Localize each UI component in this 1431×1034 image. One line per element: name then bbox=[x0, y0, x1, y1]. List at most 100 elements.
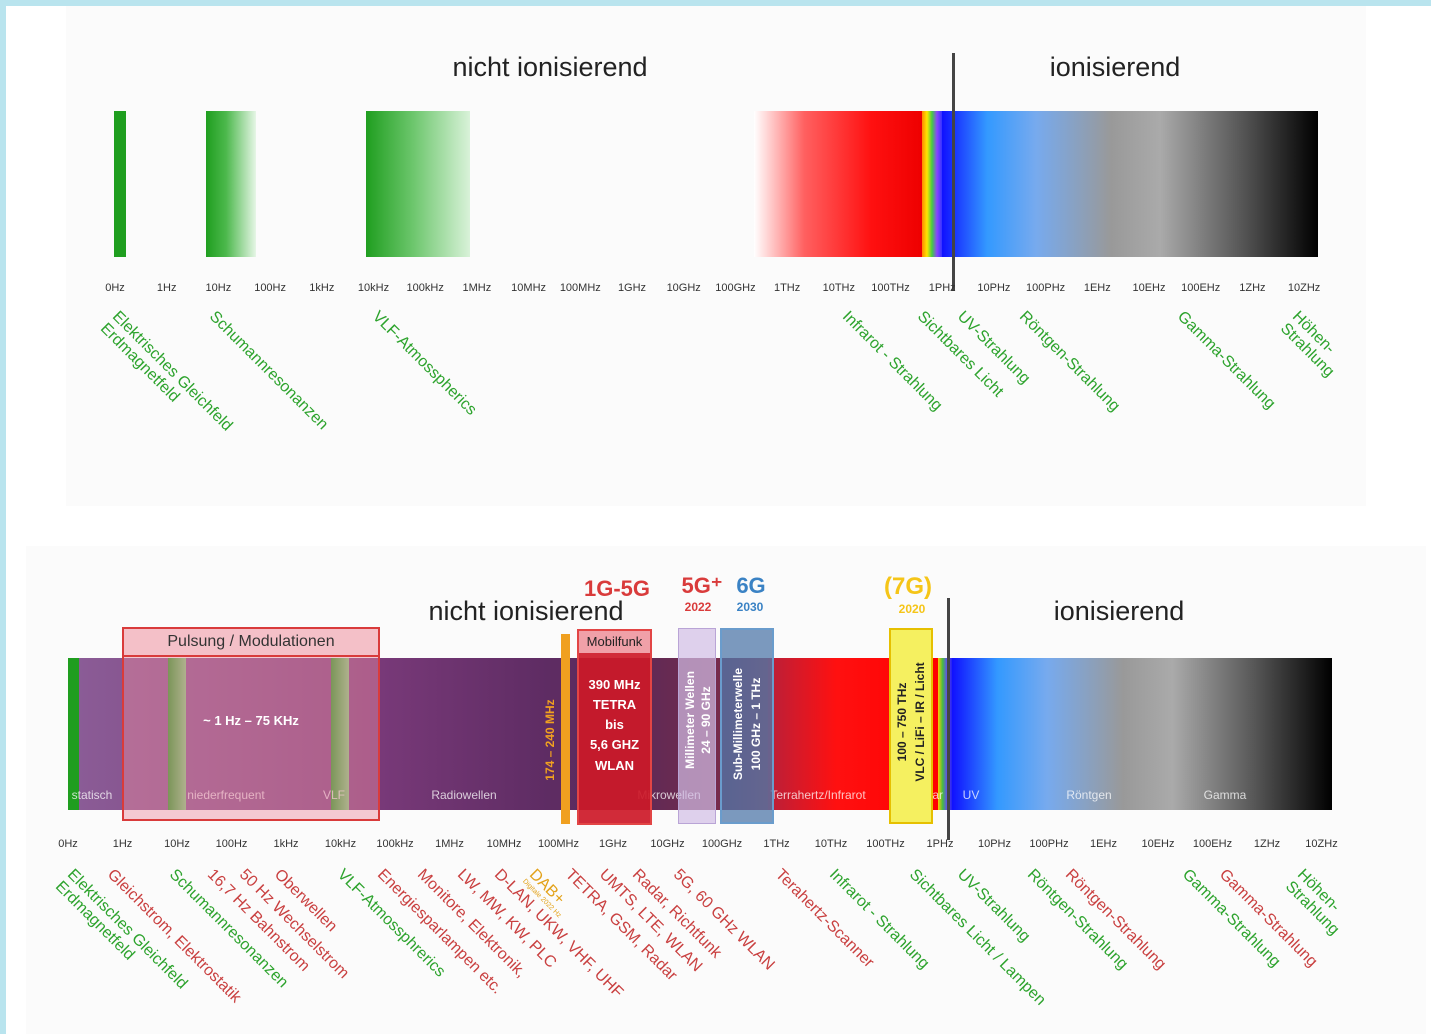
bottom-nonionizing-heading: nicht ionisierend bbox=[428, 596, 624, 626]
tick-label: 10EHz bbox=[1132, 282, 1166, 294]
tick-label: 100MHz bbox=[538, 838, 579, 850]
bottom-band-schumann-green bbox=[168, 658, 186, 810]
tick-label: 10ZHz bbox=[1287, 282, 1321, 294]
tick-label: 10GHz bbox=[650, 838, 685, 850]
millimeter-wave-range: 24 – 90 GHz bbox=[699, 686, 713, 754]
generation-5g-plus: 5G⁺ bbox=[681, 573, 723, 598]
tick-label: 1EHz bbox=[1090, 838, 1117, 850]
mobilfunk-title: Mobilfunk bbox=[579, 631, 650, 653]
tick-label: 10THz bbox=[822, 282, 855, 294]
mobilfunk-range: 390 MHz TETRA bis 5,6 GHZ WLAN bbox=[579, 675, 650, 776]
tick-label: 10PHz bbox=[977, 838, 1012, 850]
generation-7g: (7G) bbox=[884, 573, 932, 600]
tick-label: 10kHz bbox=[357, 282, 390, 294]
sub-millimeter-range: 100 GHz – 1 THz bbox=[749, 677, 763, 771]
band-static-green bbox=[114, 111, 126, 257]
tick-label: 100EHz bbox=[1181, 282, 1221, 294]
mobilfunk-box: Mobilfunk 390 MHz TETRA bis 5,6 GHZ WLAN bbox=[577, 629, 652, 825]
generation-1g-5g: 1G-5G bbox=[583, 576, 651, 601]
vlc-technology-label: VLC / LiFi – IR / Licht bbox=[913, 662, 927, 782]
dab-strip bbox=[561, 634, 570, 824]
tick-label: 100PHz bbox=[1026, 282, 1066, 294]
tick-label: 100THz bbox=[866, 838, 905, 850]
tick-label: 10Hz bbox=[164, 838, 190, 850]
top-spectrum-bar bbox=[114, 111, 1318, 257]
millimeter-wave-label: Millimeter Wellen bbox=[683, 671, 697, 769]
generation-6g-year: 2030 bbox=[736, 600, 764, 614]
band-name: niederfrequent bbox=[187, 788, 265, 802]
top-ionization-divider bbox=[952, 53, 955, 291]
tick-label: 10ZHz bbox=[1305, 838, 1338, 850]
tick-label: 1PHz bbox=[926, 838, 954, 850]
tick-label: 0Hz bbox=[58, 838, 78, 850]
band-name: UV bbox=[962, 788, 980, 802]
tick-label: 1EHz bbox=[1083, 282, 1111, 294]
tick-label: 1THz bbox=[773, 282, 801, 294]
tick-label: 10kHz bbox=[324, 838, 357, 850]
tick-label: 100EHz bbox=[1192, 838, 1233, 850]
tick-label: 0Hz bbox=[105, 282, 125, 294]
mobilfunk-line: 390 MHz bbox=[588, 677, 641, 692]
bottom-ionizing-heading: ionisierend bbox=[1053, 596, 1185, 626]
tick-label: 1PHz bbox=[928, 282, 956, 294]
tick-label: 100THz bbox=[871, 282, 910, 294]
top-ionizing-heading: ionisierend bbox=[1049, 52, 1181, 82]
vlc-frequency-label: 100 – 750 THz bbox=[895, 682, 909, 762]
tick-label: 1ZHz bbox=[1239, 282, 1266, 294]
tick-label: 1kHz bbox=[309, 282, 335, 294]
mobilfunk-line: TETRA bbox=[592, 697, 637, 713]
band-ionizing bbox=[942, 111, 1318, 257]
tick-label: 1Hz bbox=[112, 838, 133, 850]
tick-label: 100Hz bbox=[254, 282, 286, 294]
tick-label: 10PHz bbox=[977, 282, 1011, 294]
tick-label: 100PHz bbox=[1029, 838, 1069, 850]
tick-label: 100MHz bbox=[559, 282, 601, 294]
bottom-band-vlf-green bbox=[331, 658, 349, 810]
band-name: statisch bbox=[71, 788, 113, 802]
tick-label: 10MHz bbox=[511, 282, 547, 294]
tick-label: 1Hz bbox=[156, 282, 177, 294]
tick-label: 1MHz bbox=[462, 282, 492, 294]
tick-label: 10Hz bbox=[205, 282, 232, 294]
band-name: Terrahertz/Infrarot bbox=[770, 788, 866, 802]
pulsung-box: Pulsung / Modulationen ~ 1 Hz – 75 KHz bbox=[122, 627, 380, 821]
generation-7g-year: 2020 bbox=[898, 602, 926, 616]
spectrum-diagram: nicht ionisierend ionisierend 0Hz 1Hz 10Hz… bbox=[6, 6, 1431, 1034]
bottom-ionization-divider bbox=[947, 598, 950, 840]
band-name: Gamma bbox=[1203, 788, 1247, 802]
tick-label: 1kHz bbox=[273, 838, 299, 850]
tick-label: 1GHz bbox=[617, 282, 647, 294]
mobilfunk-line: WLAN bbox=[595, 757, 634, 773]
tick-label: 10EHz bbox=[1141, 838, 1175, 850]
tick-label: 100GHz bbox=[701, 838, 743, 850]
band-name: VLF bbox=[322, 788, 346, 802]
mobilfunk-line: 5,6 GHZ bbox=[589, 737, 640, 753]
tick-label: 100Hz bbox=[215, 838, 248, 850]
pulsung-range: ~ 1 Hz – 75 KHz bbox=[203, 713, 299, 728]
tick-label: 1ZHz bbox=[1253, 838, 1281, 850]
vlc-box bbox=[889, 628, 933, 824]
band-schumann-green bbox=[206, 111, 256, 257]
sub-millimeter-label: Sub-Millimeterwelle bbox=[731, 667, 745, 781]
tick-label: 100kHz bbox=[376, 838, 414, 850]
band-infrared bbox=[754, 111, 922, 257]
pulsung-title: Pulsung / Modulationen bbox=[124, 629, 378, 657]
bottom-band-static-green bbox=[68, 658, 79, 810]
band-name: Röntgen bbox=[1066, 788, 1112, 802]
band-visible bbox=[922, 111, 942, 257]
sub-millimeter-box bbox=[720, 628, 774, 824]
generation-5g-year: 2022 bbox=[684, 600, 712, 614]
tick-label: 100GHz bbox=[715, 282, 756, 294]
bottom-band-ionizing bbox=[952, 658, 1332, 810]
band-name: Radiowellen bbox=[431, 788, 497, 802]
top-nonionizing-heading: nicht ionisierend bbox=[452, 52, 648, 82]
band-vlf-green bbox=[366, 111, 470, 257]
tick-label: 10MHz bbox=[486, 838, 522, 850]
tick-label: 10GHz bbox=[666, 282, 701, 294]
mobilfunk-line: bis bbox=[605, 717, 624, 733]
tick-label: 10THz bbox=[814, 838, 848, 850]
tick-label: 1MHz bbox=[435, 838, 464, 850]
tick-label: 1THz bbox=[763, 838, 790, 850]
tick-label: 1GHz bbox=[598, 838, 628, 850]
dab-frequency-label: 174 – 240 MHz bbox=[543, 699, 557, 781]
